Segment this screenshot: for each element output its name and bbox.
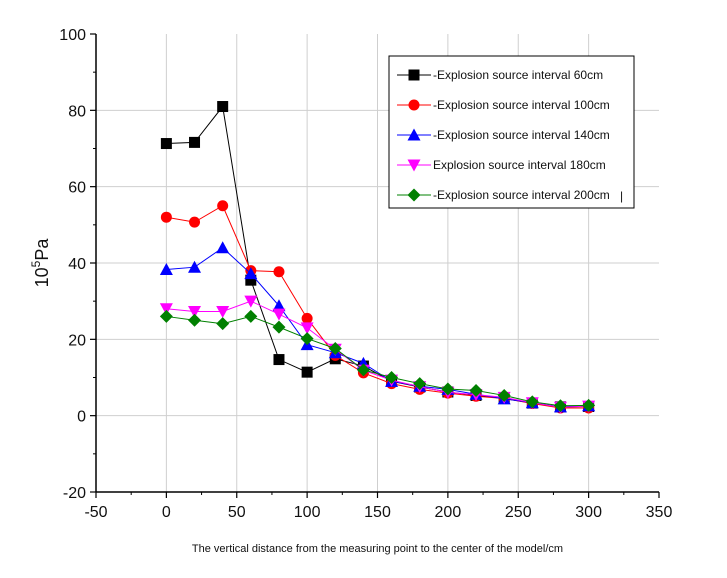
data-point — [356, 363, 370, 377]
x-tick-label: 350 — [646, 504, 673, 521]
x-tick-label: 300 — [575, 504, 602, 521]
data-point — [159, 262, 173, 275]
data-point — [301, 312, 313, 324]
x-tick-label: 250 — [505, 504, 532, 521]
data-point — [273, 354, 285, 366]
axis-layer: -50 0 50 100 150 200 250 300 350 -20 0 20 40 60 80 100 — [59, 27, 672, 521]
data-point — [582, 398, 596, 412]
x-axis-title: The vertical distance from the measuring… — [192, 543, 563, 555]
y-tick-label: 80 — [68, 103, 86, 120]
legend-marker — [407, 128, 421, 141]
legend-label: Explosion source interval 180cm — [433, 158, 606, 172]
data-point — [300, 322, 314, 335]
data-point — [300, 332, 314, 346]
y-tick-label: -20 — [63, 485, 86, 502]
x-tick-label: 100 — [294, 504, 321, 521]
x-tick-label: 200 — [435, 504, 462, 521]
legend-marker — [407, 159, 421, 172]
data-point — [244, 295, 258, 308]
data-point — [216, 241, 230, 254]
data-point — [217, 101, 229, 113]
y-axis-title-base: 10 — [32, 267, 52, 287]
y-axis-title-superscript: 5 — [29, 260, 43, 267]
legend-box — [388, 55, 635, 209]
legend-marker — [407, 188, 421, 202]
series-line — [166, 315, 589, 407]
data-point — [160, 211, 172, 223]
legend: -Explosion source interval 60cm -Explosio… — [388, 55, 635, 209]
data-point — [301, 366, 313, 378]
data-point — [273, 266, 285, 278]
data-point — [159, 309, 173, 323]
data-point — [328, 341, 342, 355]
data-point — [217, 200, 229, 212]
data-point — [189, 136, 201, 148]
data-point — [216, 317, 230, 331]
series-line — [166, 247, 589, 408]
data-point — [525, 395, 539, 409]
x-tick-label: -50 — [84, 504, 107, 521]
data-point — [188, 313, 202, 327]
x-tick-label: 150 — [364, 504, 391, 521]
y-tick-label: 40 — [68, 256, 86, 273]
data-point — [159, 303, 173, 316]
data-point — [385, 371, 399, 384]
legend-label: -Explosion source interval 140cm — [433, 128, 610, 142]
series-5 — [159, 309, 596, 413]
data-point — [189, 216, 201, 228]
legend-label: -Explosion source interval 200cm — [433, 188, 610, 202]
data-point — [469, 383, 483, 397]
x-tick-label: 50 — [228, 504, 246, 521]
legend-marker — [408, 69, 420, 81]
data-point — [272, 320, 286, 334]
data-point — [216, 305, 230, 318]
series-line — [166, 300, 589, 408]
legend-label: -Explosion source interval 100cm — [433, 98, 610, 112]
data-point — [245, 274, 257, 286]
data-point — [244, 267, 258, 280]
legend-marker — [408, 99, 420, 111]
series-layer — [159, 101, 596, 414]
data-point — [553, 399, 567, 413]
legend-label: -Explosion source interval 60cm — [433, 68, 603, 82]
data-point — [188, 305, 202, 318]
x-tick-label: 0 — [162, 504, 171, 521]
data-point — [441, 382, 455, 396]
y-tick-label: 60 — [68, 180, 86, 197]
data-point — [272, 299, 286, 312]
y-axis-title-unit: Pa — [32, 238, 52, 261]
y-tick-label: 0 — [77, 409, 86, 426]
y-axis-title: 105Pa — [29, 238, 52, 288]
y-tick-label: 20 — [68, 332, 86, 349]
data-point — [160, 138, 172, 150]
data-point — [272, 308, 286, 321]
data-point — [244, 309, 258, 323]
legend-trailing-mark: | — [620, 189, 623, 203]
data-point — [188, 260, 202, 273]
data-point — [497, 388, 511, 402]
data-point — [413, 377, 427, 391]
y-tick-label: 100 — [59, 27, 86, 44]
